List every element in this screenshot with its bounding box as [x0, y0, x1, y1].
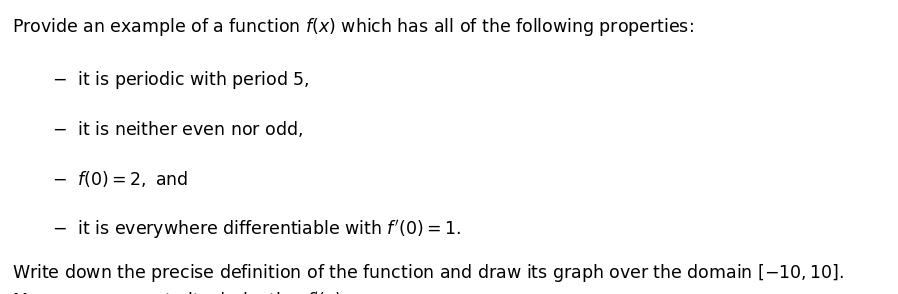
Text: Write down the precise definition of the function and draw its graph over the do: Write down the precise definition of the… [12, 262, 844, 284]
Text: $-$  it is periodic with period 5,: $-$ it is periodic with period 5, [52, 69, 310, 91]
Text: Provide an example of a function $f(x)$ which has all of the following propertie: Provide an example of a function $f(x)$ … [12, 16, 693, 38]
Text: $-$  $f(0) = 2,$ and: $-$ $f(0) = 2,$ and [52, 169, 189, 189]
Text: Moreover, compute its derivative $f'(x)$.: Moreover, compute its derivative $f'(x)$… [12, 290, 347, 294]
Text: $-$  it is everywhere differentiable with $f'(0) = 1.$: $-$ it is everywhere differentiable with… [52, 218, 461, 241]
Text: $-$  it is neither even nor odd,: $-$ it is neither even nor odd, [52, 119, 303, 139]
